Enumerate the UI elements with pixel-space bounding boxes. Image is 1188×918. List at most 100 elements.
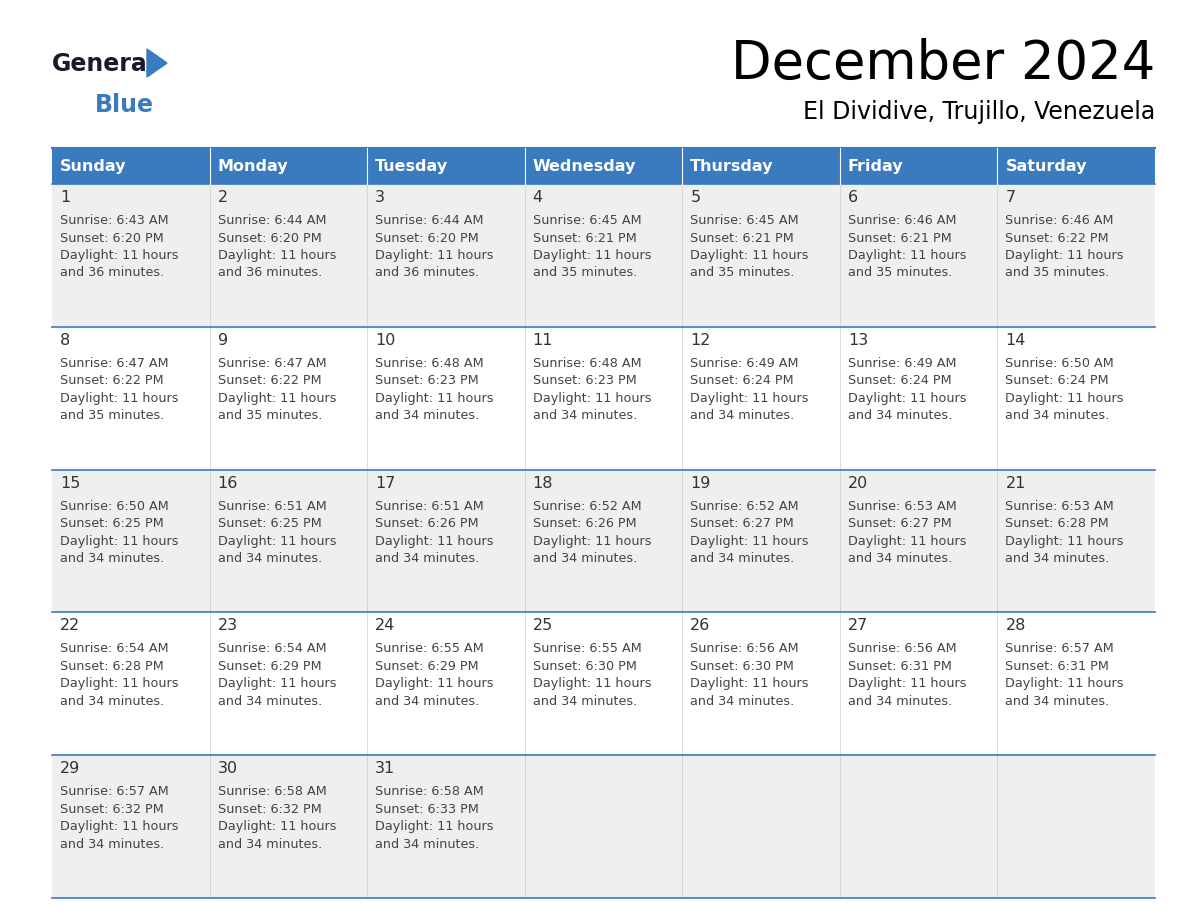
Text: Sunrise: 6:50 AM: Sunrise: 6:50 AM xyxy=(61,499,169,512)
Text: and 34 minutes.: and 34 minutes. xyxy=(61,552,164,565)
Text: 4: 4 xyxy=(532,190,543,205)
Text: 17: 17 xyxy=(375,476,396,490)
Text: Sunrise: 6:44 AM: Sunrise: 6:44 AM xyxy=(375,214,484,227)
Text: Sunrise: 6:48 AM: Sunrise: 6:48 AM xyxy=(375,357,484,370)
Text: Daylight: 11 hours: Daylight: 11 hours xyxy=(217,249,336,262)
Bar xyxy=(52,327,1155,470)
Text: Daylight: 11 hours: Daylight: 11 hours xyxy=(532,677,651,690)
Text: Sunrise: 6:58 AM: Sunrise: 6:58 AM xyxy=(375,785,484,798)
Bar xyxy=(998,148,1155,184)
Text: 31: 31 xyxy=(375,761,396,777)
Text: Sunset: 6:27 PM: Sunset: 6:27 PM xyxy=(848,517,952,530)
Text: 21: 21 xyxy=(1005,476,1025,490)
Text: Sunset: 6:25 PM: Sunset: 6:25 PM xyxy=(217,517,321,530)
Text: Saturday: Saturday xyxy=(1005,159,1087,174)
Text: Sunday: Sunday xyxy=(61,159,126,174)
Text: Daylight: 11 hours: Daylight: 11 hours xyxy=(375,677,494,690)
Text: and 34 minutes.: and 34 minutes. xyxy=(375,409,480,422)
Text: Sunset: 6:21 PM: Sunset: 6:21 PM xyxy=(848,231,952,244)
Text: and 34 minutes.: and 34 minutes. xyxy=(848,409,952,422)
Text: Sunrise: 6:54 AM: Sunrise: 6:54 AM xyxy=(217,643,327,655)
Text: and 34 minutes.: and 34 minutes. xyxy=(1005,409,1110,422)
Text: 25: 25 xyxy=(532,619,552,633)
Text: Sunset: 6:23 PM: Sunset: 6:23 PM xyxy=(532,375,637,387)
Text: Sunset: 6:24 PM: Sunset: 6:24 PM xyxy=(1005,375,1110,387)
Text: 9: 9 xyxy=(217,333,228,348)
Text: Daylight: 11 hours: Daylight: 11 hours xyxy=(61,392,178,405)
Text: 14: 14 xyxy=(1005,333,1025,348)
Text: and 34 minutes.: and 34 minutes. xyxy=(690,409,795,422)
Text: Sunset: 6:22 PM: Sunset: 6:22 PM xyxy=(217,375,321,387)
Text: and 34 minutes.: and 34 minutes. xyxy=(217,695,322,708)
Text: and 34 minutes.: and 34 minutes. xyxy=(690,552,795,565)
Text: and 36 minutes.: and 36 minutes. xyxy=(217,266,322,279)
Text: Sunset: 6:20 PM: Sunset: 6:20 PM xyxy=(375,231,479,244)
Text: General: General xyxy=(52,52,156,76)
Text: Sunrise: 6:57 AM: Sunrise: 6:57 AM xyxy=(61,785,169,798)
Text: and 34 minutes.: and 34 minutes. xyxy=(848,695,952,708)
Text: Sunset: 6:20 PM: Sunset: 6:20 PM xyxy=(61,231,164,244)
Text: Daylight: 11 hours: Daylight: 11 hours xyxy=(532,392,651,405)
Text: Sunrise: 6:51 AM: Sunrise: 6:51 AM xyxy=(217,499,327,512)
Text: and 34 minutes.: and 34 minutes. xyxy=(532,409,637,422)
Text: Sunrise: 6:46 AM: Sunrise: 6:46 AM xyxy=(1005,214,1114,227)
Text: and 34 minutes.: and 34 minutes. xyxy=(1005,552,1110,565)
Text: Daylight: 11 hours: Daylight: 11 hours xyxy=(61,534,178,548)
Text: Daylight: 11 hours: Daylight: 11 hours xyxy=(61,677,178,690)
Text: Sunrise: 6:55 AM: Sunrise: 6:55 AM xyxy=(532,643,642,655)
Text: Daylight: 11 hours: Daylight: 11 hours xyxy=(532,249,651,262)
Text: Sunrise: 6:48 AM: Sunrise: 6:48 AM xyxy=(532,357,642,370)
Text: and 35 minutes.: and 35 minutes. xyxy=(690,266,795,279)
Text: and 34 minutes.: and 34 minutes. xyxy=(532,552,637,565)
Bar xyxy=(209,148,367,184)
Text: December 2024: December 2024 xyxy=(731,38,1155,90)
Text: and 34 minutes.: and 34 minutes. xyxy=(217,838,322,851)
Text: and 34 minutes.: and 34 minutes. xyxy=(217,552,322,565)
Text: Sunset: 6:21 PM: Sunset: 6:21 PM xyxy=(532,231,637,244)
Text: Sunset: 6:30 PM: Sunset: 6:30 PM xyxy=(532,660,637,673)
Text: 11: 11 xyxy=(532,333,554,348)
Text: 24: 24 xyxy=(375,619,396,633)
Text: Sunset: 6:29 PM: Sunset: 6:29 PM xyxy=(375,660,479,673)
Text: 6: 6 xyxy=(848,190,858,205)
Text: Daylight: 11 hours: Daylight: 11 hours xyxy=(1005,534,1124,548)
Bar xyxy=(682,148,840,184)
Text: 29: 29 xyxy=(61,761,81,777)
Text: El Dividive, Trujillo, Venezuela: El Dividive, Trujillo, Venezuela xyxy=(803,100,1155,124)
Text: Monday: Monday xyxy=(217,159,289,174)
Text: Sunrise: 6:49 AM: Sunrise: 6:49 AM xyxy=(690,357,798,370)
Bar xyxy=(367,148,525,184)
Text: and 35 minutes.: and 35 minutes. xyxy=(848,266,953,279)
Text: Sunrise: 6:51 AM: Sunrise: 6:51 AM xyxy=(375,499,484,512)
Bar xyxy=(52,148,209,184)
Text: and 34 minutes.: and 34 minutes. xyxy=(61,695,164,708)
Text: Daylight: 11 hours: Daylight: 11 hours xyxy=(375,249,494,262)
Text: Sunset: 6:31 PM: Sunset: 6:31 PM xyxy=(848,660,952,673)
Text: Sunset: 6:28 PM: Sunset: 6:28 PM xyxy=(1005,517,1110,530)
Text: Daylight: 11 hours: Daylight: 11 hours xyxy=(217,677,336,690)
Text: Sunrise: 6:55 AM: Sunrise: 6:55 AM xyxy=(375,643,484,655)
Bar xyxy=(525,148,682,184)
Bar xyxy=(52,184,1155,327)
Text: Daylight: 11 hours: Daylight: 11 hours xyxy=(217,534,336,548)
Text: Sunset: 6:20 PM: Sunset: 6:20 PM xyxy=(217,231,321,244)
Text: and 34 minutes.: and 34 minutes. xyxy=(690,695,795,708)
Text: Sunrise: 6:54 AM: Sunrise: 6:54 AM xyxy=(61,643,169,655)
Text: Sunset: 6:33 PM: Sunset: 6:33 PM xyxy=(375,802,479,816)
Text: Daylight: 11 hours: Daylight: 11 hours xyxy=(61,249,178,262)
Text: Sunrise: 6:52 AM: Sunrise: 6:52 AM xyxy=(690,499,798,512)
Text: Friday: Friday xyxy=(848,159,904,174)
Text: Daylight: 11 hours: Daylight: 11 hours xyxy=(217,820,336,834)
Text: 7: 7 xyxy=(1005,190,1016,205)
Text: Thursday: Thursday xyxy=(690,159,773,174)
Text: Sunrise: 6:50 AM: Sunrise: 6:50 AM xyxy=(1005,357,1114,370)
Text: 26: 26 xyxy=(690,619,710,633)
Text: Sunrise: 6:47 AM: Sunrise: 6:47 AM xyxy=(217,357,327,370)
Text: 10: 10 xyxy=(375,333,396,348)
Polygon shape xyxy=(147,49,168,77)
Text: and 34 minutes.: and 34 minutes. xyxy=(848,552,952,565)
Text: Daylight: 11 hours: Daylight: 11 hours xyxy=(848,677,966,690)
Text: Sunset: 6:21 PM: Sunset: 6:21 PM xyxy=(690,231,794,244)
Text: Wednesday: Wednesday xyxy=(532,159,636,174)
Text: Sunset: 6:24 PM: Sunset: 6:24 PM xyxy=(690,375,794,387)
